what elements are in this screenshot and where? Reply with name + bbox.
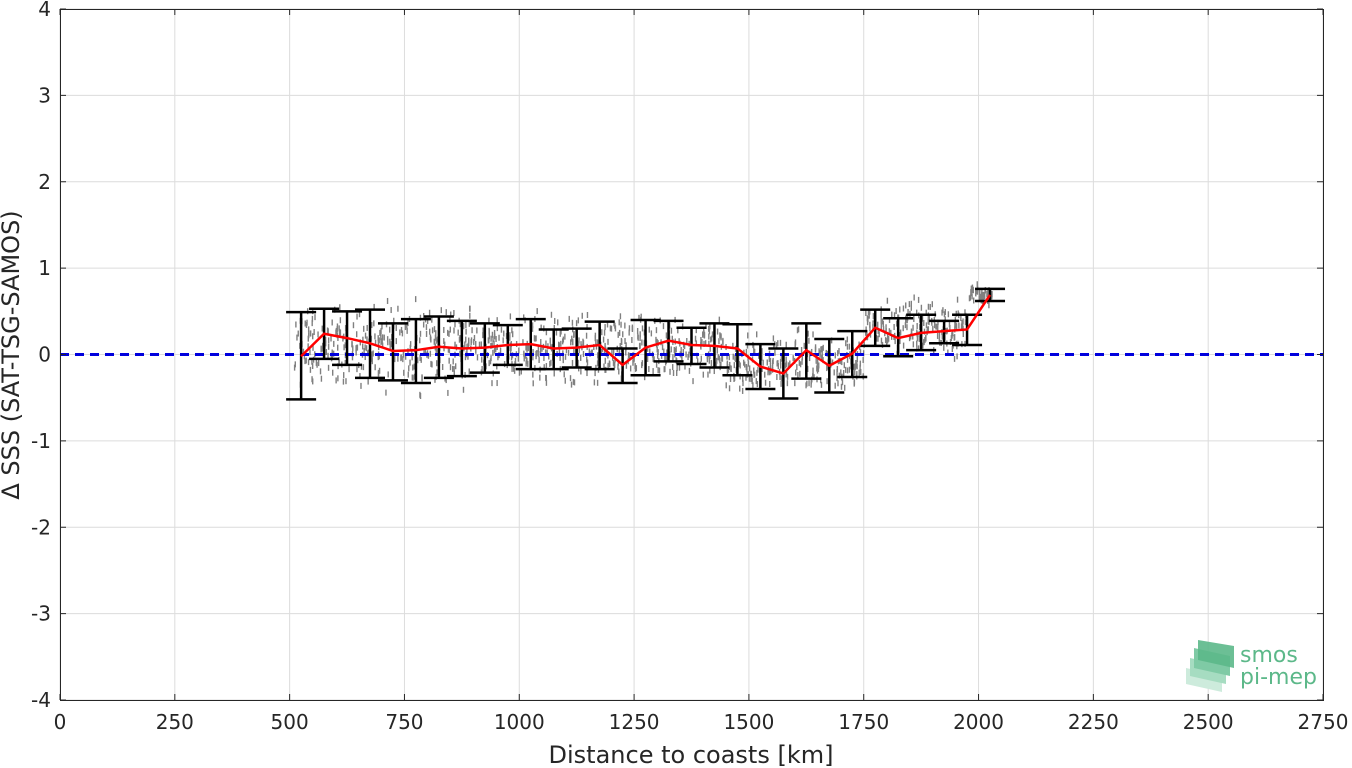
x-tick-label: 0 xyxy=(54,710,67,734)
error-bars xyxy=(286,287,1006,401)
x-tick-label: 2250 xyxy=(1068,710,1119,734)
logo-layers-icon xyxy=(1186,640,1234,692)
y-tick-label: -2 xyxy=(31,515,51,539)
y-tick-label: -1 xyxy=(31,429,51,453)
smos-pi-mep-logo: smos pi-mep xyxy=(1186,640,1317,692)
x-tick-labels: 0 250 500 750 1000 1250 1500 1750 2000 2250 2500 27… xyxy=(54,710,1349,734)
y-tick-label: -3 xyxy=(31,602,51,626)
x-tick-label: 1000 xyxy=(494,710,545,734)
x-tick-label: 1750 xyxy=(838,710,889,734)
x-tick-label: 250 xyxy=(156,710,194,734)
x-tick-label: 1250 xyxy=(609,710,660,734)
y-tick-label: 1 xyxy=(38,256,51,280)
logo-text-smos: smos xyxy=(1240,643,1298,668)
y-tick-label: 0 xyxy=(38,343,51,367)
x-axis-title: Distance to coasts [km] xyxy=(549,741,834,768)
x-tick-label: 2000 xyxy=(953,710,1004,734)
y-tick-label: 2 xyxy=(38,170,51,194)
y-tick-labels: -4 -3 -2 -1 0 1 2 3 4 xyxy=(31,0,51,712)
x-tick-label: 1500 xyxy=(723,710,774,734)
axis-ticks xyxy=(59,8,1324,701)
y-tick-label: -4 xyxy=(31,688,51,712)
mean-line xyxy=(300,294,992,375)
y-tick-label: 3 xyxy=(38,83,51,107)
x-tick-label: 2500 xyxy=(1183,710,1234,734)
x-tick-label: 2750 xyxy=(1298,710,1349,734)
mean-line-path xyxy=(300,294,992,375)
y-axis-title: Δ SSS (SAT-TSG-SAMOS) xyxy=(0,210,25,499)
x-tick-label: 750 xyxy=(385,710,423,734)
x-tick-label: 500 xyxy=(271,710,309,734)
logo-text-pi-mep: pi-mep xyxy=(1240,665,1317,690)
y-tick-label: 4 xyxy=(38,0,51,21)
